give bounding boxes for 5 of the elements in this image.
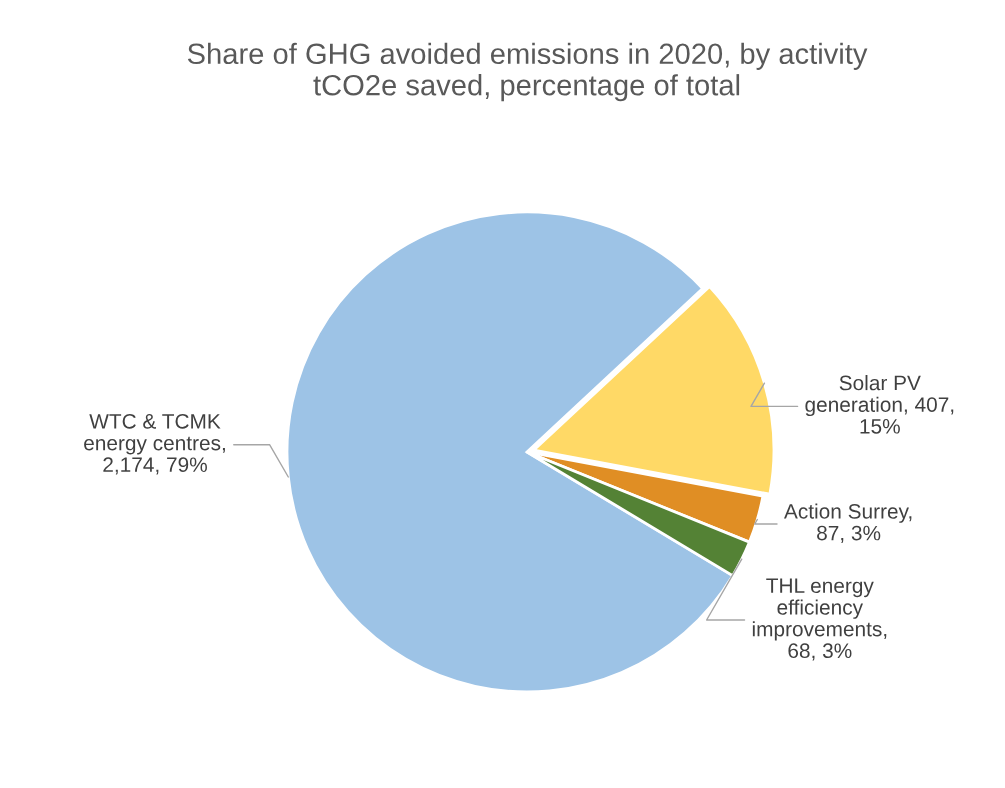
- slice-label: Action Surrey, 87, 3%: [783, 503, 912, 543]
- slice-label: THL energy efficiency improvements, 68, 3%: [752, 578, 887, 661]
- chart-title: Share of GHG avoided emissions in 2020, by activity tCO2e saved, percentage of total: [187, 42, 868, 102]
- slice-label: WTC & TCMK energy centres, 2,174, 79%: [84, 413, 225, 475]
- slice-label: Solar PV generation, 407, 15%: [805, 375, 954, 434]
